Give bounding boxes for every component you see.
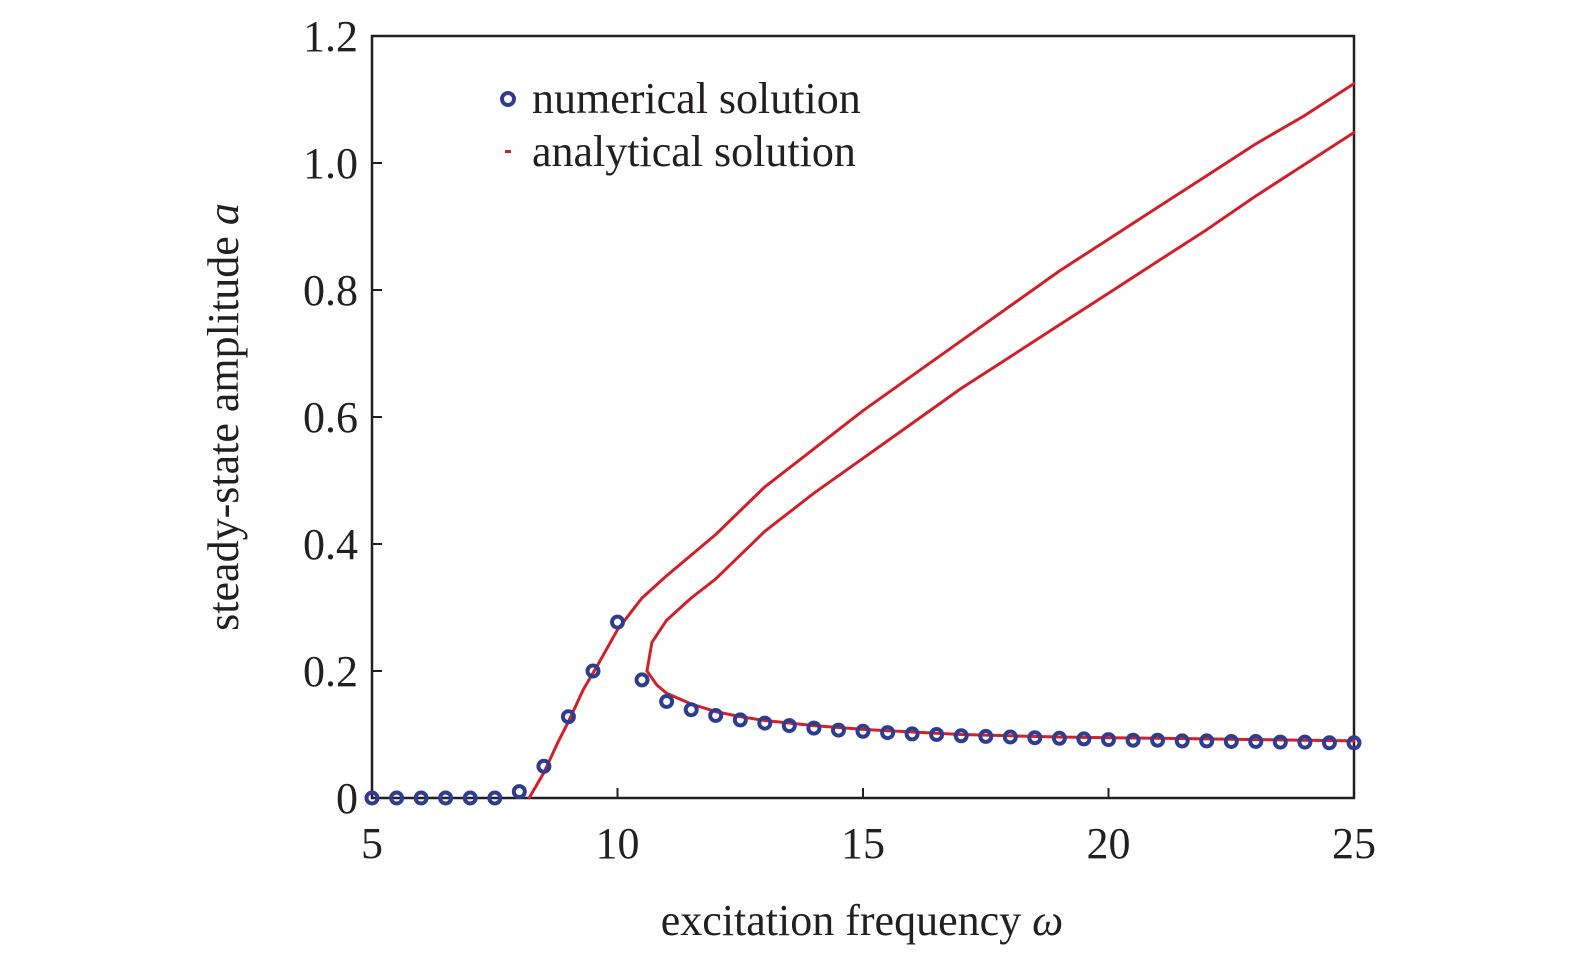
numerical-point	[806, 720, 822, 736]
numerical-point	[634, 672, 650, 688]
y-tick-label: 1.2	[303, 12, 358, 61]
numerical-point	[855, 723, 871, 739]
numerical-point	[929, 727, 945, 742]
x-tick-label: 25	[1332, 819, 1376, 868]
legend-label-numerical: numerical solution	[532, 74, 861, 123]
y-axis-ticks: 0 0.2 0.4 0.6 0.8 1.0 1.2	[303, 12, 382, 823]
numerical-point	[511, 784, 527, 800]
numerical-point	[438, 790, 454, 806]
legend: numerical solution analytical solution	[500, 74, 861, 176]
analytical-curve-lower	[645, 669, 1356, 743]
y-tick-label: 0.2	[303, 647, 358, 696]
numerical-point	[560, 709, 576, 725]
numerical-point	[1174, 733, 1190, 749]
y-tick-label: 0	[336, 774, 358, 823]
y-tick-label: 1.0	[303, 139, 358, 188]
numerical-point	[831, 722, 846, 738]
numerical-point	[953, 728, 969, 744]
x-axis-title: excitation frequency ω	[661, 896, 1063, 945]
numerical-point	[462, 790, 478, 806]
y-axis-title-text: steady-state amplitude	[199, 236, 248, 631]
x-tick-label: 15	[841, 819, 885, 868]
numerical-point	[1297, 734, 1313, 750]
numerical-point	[1027, 730, 1043, 746]
y-axis-title: steady-state amplitude a	[199, 203, 248, 631]
numerical-point	[1076, 731, 1092, 747]
numerical-point	[1346, 735, 1362, 751]
numerical-series	[364, 614, 1362, 806]
numerical-point	[389, 790, 405, 806]
x-tick-label: 5	[361, 819, 383, 868]
numerical-point	[659, 694, 675, 709]
y-tick-label: 0.4	[303, 520, 358, 569]
legend-label-analytical: analytical solution	[532, 127, 856, 176]
numerical-point	[1125, 732, 1141, 748]
analytical-curve-rising-upper	[527, 82, 1356, 800]
x-axis-ticks: 5 10 15 20 25	[361, 788, 1376, 868]
numerical-point	[1321, 735, 1337, 751]
numerical-point	[732, 712, 748, 728]
numerical-point	[683, 702, 699, 718]
numerical-point	[585, 663, 601, 679]
numerical-point	[708, 708, 724, 723]
numerical-point	[536, 758, 552, 774]
numerical-point	[757, 715, 773, 731]
analytical-curve-middle	[645, 131, 1356, 673]
legend-marker-analytical	[505, 150, 511, 153]
numerical-point	[781, 718, 797, 734]
numerical-point	[1223, 734, 1239, 749]
numerical-point	[364, 790, 380, 806]
x-axis-title-text: excitation frequency	[661, 896, 1021, 945]
numerical-point	[610, 614, 625, 630]
numerical-point	[1101, 732, 1116, 748]
numerical-point	[487, 790, 503, 806]
y-tick-label: 0.8	[303, 266, 358, 315]
numerical-point	[880, 725, 896, 741]
numerical-point	[904, 726, 920, 742]
numerical-point	[1199, 733, 1215, 749]
x-axis-symbol: ω	[1032, 896, 1063, 945]
numerical-point	[1002, 729, 1018, 745]
plot-frame	[370, 34, 1356, 800]
numerical-point	[413, 790, 429, 806]
y-axis-symbol: a	[199, 203, 248, 225]
numerical-point	[1051, 730, 1067, 746]
numerical-point	[1272, 734, 1288, 750]
analytical-series	[527, 82, 1356, 800]
x-tick-label: 10	[596, 819, 640, 868]
numerical-point	[1248, 734, 1264, 749]
y-tick-label: 0.6	[303, 393, 358, 442]
plot-area: 5 10 15 20 25 0 0.2 0.4 0.6 0.8 1.0 1.2	[303, 12, 1376, 868]
legend-marker-numerical	[500, 91, 516, 107]
x-tick-label: 20	[1087, 819, 1131, 868]
numerical-point	[1150, 732, 1166, 748]
numerical-point	[978, 728, 994, 744]
